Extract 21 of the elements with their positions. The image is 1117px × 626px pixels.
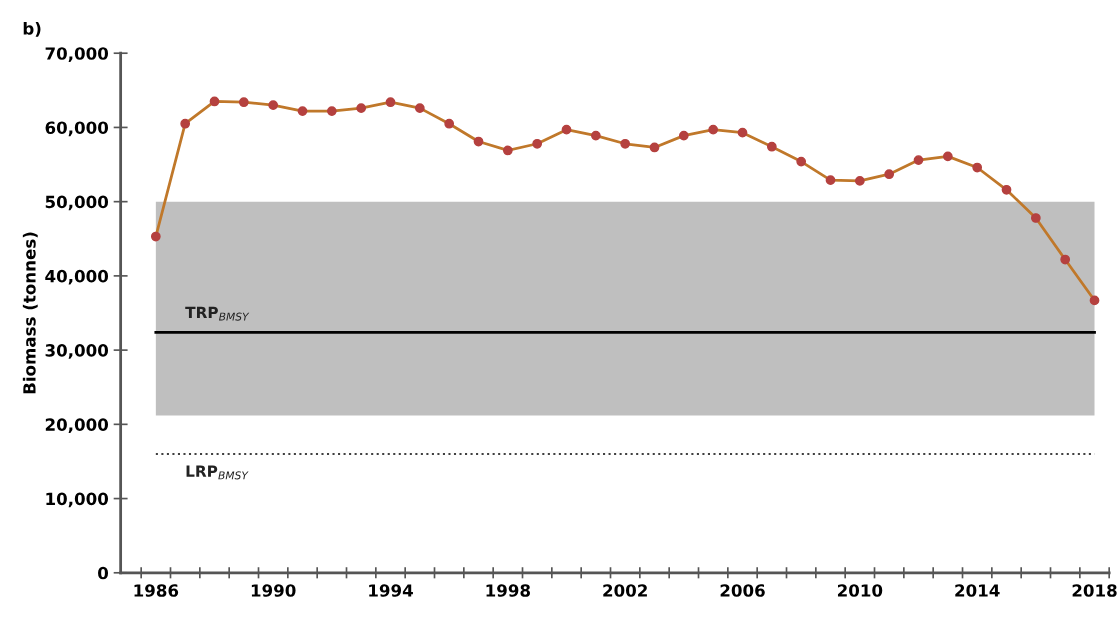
x-tick-label: 2014	[955, 584, 1000, 597]
x-tick-label: 1990	[251, 584, 296, 597]
ref-line-label: LRP$_{BMSY}$	[186, 465, 249, 480]
y-tick-label: 50,000	[45, 195, 109, 211]
y-tick-label: 0	[98, 566, 109, 580]
y-tick-label: 70,000	[45, 47, 109, 62]
y-axis-title: Biomass (tonnes)	[22, 232, 38, 394]
x-tick-label: 1994	[369, 584, 413, 597]
x-tick-label: 2018	[1072, 584, 1117, 597]
chart-title: b)	[23, 21, 41, 37]
y-tick-label: 10,000	[46, 492, 109, 508]
x-tick-label: 1986	[134, 584, 179, 597]
y-tick-label: 40,000	[45, 269, 109, 285]
y-tick-label: 30,000	[45, 344, 109, 359]
y-tick-label: 60,000	[45, 121, 109, 137]
ref-line-label: TRP$_{BMSY}$	[185, 306, 250, 321]
x-tick-label: 1998	[486, 584, 530, 597]
x-tick-label: 2010	[837, 584, 883, 597]
x-tick-label: 2006	[720, 584, 765, 597]
x-tick-label: 2002	[603, 584, 647, 597]
y-tick-label: 20,000	[45, 418, 109, 434]
